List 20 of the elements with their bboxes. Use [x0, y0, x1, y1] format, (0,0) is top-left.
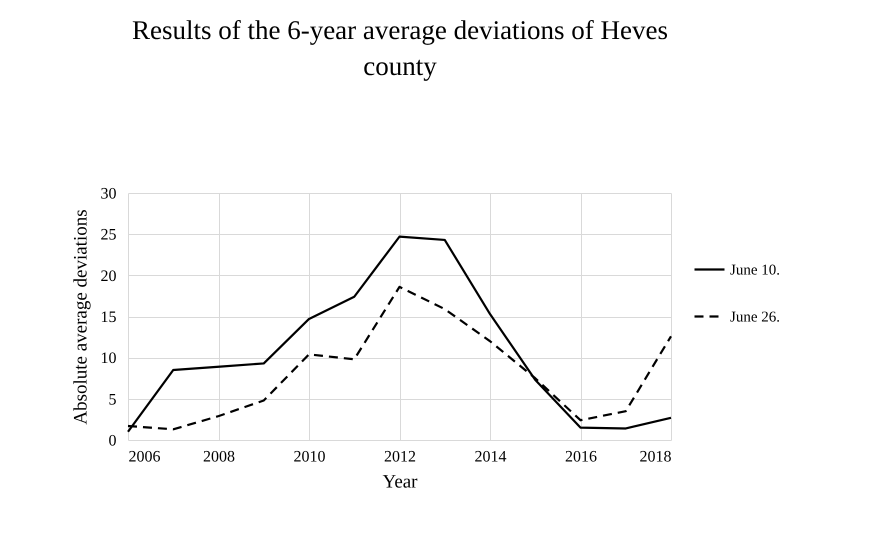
- y-tick-label: 20: [100, 268, 116, 285]
- y-tick-label: 0: [108, 432, 116, 450]
- x-tick-label: 2018: [640, 448, 672, 466]
- line-series: [126, 236, 672, 433]
- chart-title: Results of the 6-year average deviations of Heves county: [130, 14, 670, 83]
- y-tick-label: 5: [108, 391, 116, 408]
- x-tick-label: 2012: [384, 448, 416, 466]
- x-axis-title: Year: [382, 472, 418, 492]
- y-tick-label: 30: [100, 186, 116, 202]
- y-tick-label: 25: [100, 226, 116, 244]
- x-tick-label: 2006: [128, 448, 160, 466]
- x-tick-label: 2010: [294, 448, 326, 466]
- x-tick-label: 2008: [203, 448, 235, 466]
- x-tick-label: 2014: [474, 448, 506, 466]
- x-tick-label: 2016: [565, 448, 597, 466]
- legend-label: June 10.: [730, 262, 780, 278]
- y-axis-title: Absolute average deviations: [70, 209, 92, 425]
- y-tick-label: 10: [100, 350, 116, 368]
- legend-label: June 26.: [730, 310, 780, 326]
- y-tick-label: 15: [100, 309, 116, 326]
